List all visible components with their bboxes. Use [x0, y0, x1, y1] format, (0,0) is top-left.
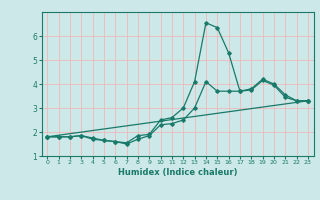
X-axis label: Humidex (Indice chaleur): Humidex (Indice chaleur) [118, 168, 237, 177]
